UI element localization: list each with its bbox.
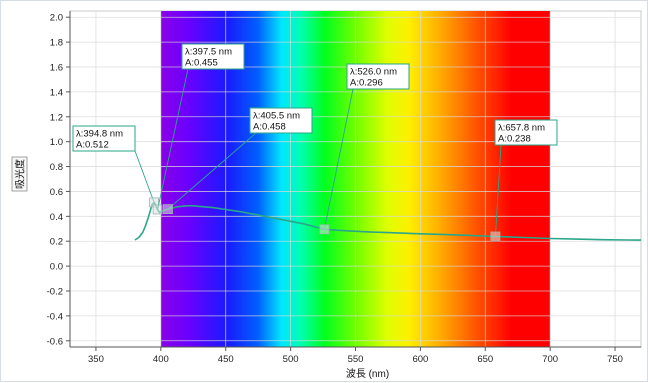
peak-annotation: λ:657.8 nmA:0.238 (490, 119, 558, 242)
annotation-leader-line (167, 132, 257, 210)
peak-annotation: λ:397.5 nmA:0.455 (152, 43, 245, 215)
annotation-leader-line (494, 144, 502, 237)
y-axis-title: 吸光度 (11, 156, 28, 192)
y-tick-label: 0.2 (50, 237, 63, 248)
annotation-absorbance: A:0.238 (498, 134, 531, 145)
annotation-box (181, 43, 245, 70)
annotation-absorbance: A:0.455 (185, 58, 218, 69)
x-tick-label: 600 (412, 354, 428, 365)
annotation-absorbance: A:0.458 (253, 122, 286, 133)
annotation-wavelength: λ:394.8 nm (76, 129, 123, 140)
annotation-box (72, 125, 136, 152)
y-tick-label: 0.0 (50, 262, 63, 273)
annotation-absorbance: A:0.296 (350, 78, 383, 89)
annotation-absorbance: A:0.512 (76, 140, 109, 151)
annotation-leader-line (157, 68, 189, 210)
y-tick-label: -0.2 (47, 287, 63, 298)
y-tick-label: 1.2 (50, 112, 63, 123)
annotation-wavelength: λ:405.5 nm (253, 111, 300, 122)
annotation-marker (319, 224, 330, 235)
annotation-box (346, 63, 410, 90)
peak-annotation: λ:394.8 nmA:0.512 (72, 125, 159, 208)
y-tick-label: 1.6 (50, 63, 63, 74)
x-tick-label: 500 (283, 354, 299, 365)
annotation-wavelength: λ:657.8 nm (498, 123, 545, 134)
y-tick-label: 1.4 (50, 87, 63, 98)
y-tick-label: 1.8 (50, 38, 63, 49)
annotation-marker (152, 204, 163, 215)
x-tick-label: 450 (218, 354, 234, 365)
x-tick-label: 350 (88, 354, 104, 365)
annotation-wavelength: λ:397.5 nm (185, 47, 232, 58)
y-tick-label: 1.0 (50, 137, 63, 148)
annotation-leader-line (134, 150, 155, 203)
y-axis-title-box (11, 156, 28, 192)
x-tick-label: 400 (153, 354, 169, 365)
y-tick-label: 0.8 (50, 162, 63, 173)
y-tick-label: -0.4 (47, 311, 63, 322)
x-tick-label: 700 (542, 354, 558, 365)
y-tick-label: 0.6 (50, 187, 63, 198)
x-tick-label: 550 (348, 354, 364, 365)
y-tick-label: 0.4 (50, 212, 63, 223)
y-tick-label: 2.0 (50, 13, 63, 24)
x-tick-label: 750 (607, 354, 623, 365)
annotation-wavelength: λ:526.0 nm (350, 67, 397, 78)
annotation-box (494, 119, 558, 146)
annotation-leader-line (323, 88, 354, 230)
peak-annotation: λ:405.5 nmA:0.458 (163, 107, 313, 215)
y-axis-title-text: 吸光度 (14, 159, 27, 189)
y-tick-label: -0.6 (47, 336, 63, 347)
annotation-marker (163, 204, 173, 215)
annotation-box (249, 107, 313, 134)
x-axis-title: 波長 (nm) (346, 367, 389, 380)
peak-annotation: λ:526.0 nmA:0.296 (319, 63, 410, 235)
x-tick-label: 650 (477, 354, 493, 365)
annotation-marker (490, 231, 501, 242)
